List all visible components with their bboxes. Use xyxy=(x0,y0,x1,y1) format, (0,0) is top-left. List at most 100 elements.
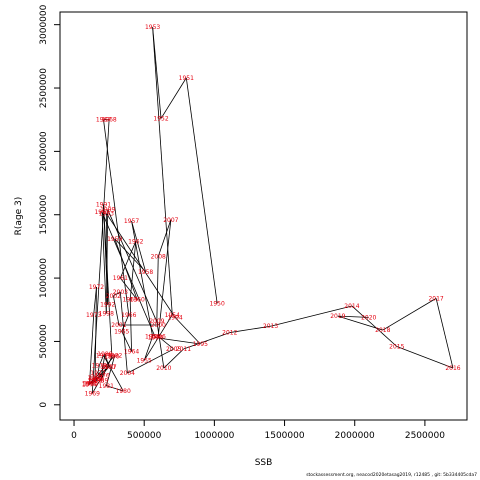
point-label-1974: 1974 xyxy=(82,382,97,389)
segment-1977-1978 xyxy=(97,365,100,374)
footnote: stockassessment.org, neacod2020etasag201… xyxy=(306,473,477,478)
y-axis-title: R(age 3) xyxy=(14,197,24,236)
segment-1950-1951 xyxy=(185,77,218,304)
point-label-2017: 2017 xyxy=(428,295,443,302)
segment-1963-1964 xyxy=(129,299,132,352)
segment-1989-1990 xyxy=(100,356,113,381)
segment-1973-1974 xyxy=(89,314,95,385)
segment-1972-1973 xyxy=(93,286,97,315)
x-tick-label: 500000 xyxy=(127,431,162,441)
point-label-1965: 1965 xyxy=(114,328,129,335)
point-label-1955: 1955 xyxy=(137,357,152,364)
point-label-1984: 1984 xyxy=(82,380,97,387)
point-label-2014: 2014 xyxy=(344,303,359,310)
point-label-1969: 1969 xyxy=(85,390,100,397)
x-tick-label: 2500000 xyxy=(405,431,445,441)
point-label-1967: 1967 xyxy=(96,117,111,124)
point-label-2004: 2004 xyxy=(120,370,135,377)
point-label-1978: 1978 xyxy=(92,363,107,370)
segment-2006-2007 xyxy=(157,219,172,337)
point-label-1996: 1996 xyxy=(148,335,163,342)
point-label-1961: 1961 xyxy=(113,275,128,282)
point-label-2010: 2010 xyxy=(156,365,171,372)
segment-2013-2014 xyxy=(270,305,353,327)
segment-2014-2015 xyxy=(351,305,398,347)
y-axis: 0 500000 1000000 1500000 2000000 2500000 30000… xyxy=(39,4,60,408)
point-label-2001: 2001 xyxy=(111,322,126,329)
segment-1955-1956 xyxy=(143,336,154,361)
segment-1968-1969 xyxy=(91,119,110,394)
segment-1953-1954 xyxy=(152,27,173,315)
point-label-2019: 2019 xyxy=(330,313,345,320)
point-label-1968: 1968 xyxy=(101,117,116,124)
segment-1983-1984 xyxy=(89,377,96,384)
segment-2016-2017 xyxy=(435,298,454,369)
point-label-1958: 1958 xyxy=(138,269,153,276)
segment-1995-1996 xyxy=(155,337,201,345)
segment-1985-1986 xyxy=(90,380,97,384)
segment-1978-1979 xyxy=(98,355,104,366)
point-label-2008: 2008 xyxy=(151,254,166,261)
segment-1998-1999 xyxy=(105,209,109,314)
segment-2001-2002 xyxy=(112,295,120,326)
segment-1956-1957 xyxy=(131,220,154,337)
point-label-2012: 2012 xyxy=(222,330,237,337)
y-tick-label: 2500000 xyxy=(39,68,49,108)
segment-1997-1998 xyxy=(101,212,107,314)
x-axis: 0 500000 1000000 1500000 2000000 2500000 xyxy=(71,420,445,441)
point-label-1970: 1970 xyxy=(100,364,115,371)
segment-1996-1997 xyxy=(101,212,156,338)
point-label-1973: 1973 xyxy=(86,312,101,319)
x-tick-label: 2000000 xyxy=(335,431,375,441)
segment-1986-1987 xyxy=(96,366,110,381)
segment-2003-2004 xyxy=(119,291,128,374)
point-label-1980: 1980 xyxy=(116,388,131,395)
segment-1971-1972 xyxy=(94,286,97,381)
point-label-1971: 1971 xyxy=(87,378,102,385)
segment-1988-1989 xyxy=(100,354,106,381)
point-label-1995: 1995 xyxy=(193,341,208,348)
point-label-1988: 1988 xyxy=(97,351,112,358)
point-label-1997: 1997 xyxy=(94,209,109,216)
x-tick-label: 1000000 xyxy=(194,431,234,441)
segment-2004-2005 xyxy=(127,348,174,374)
y-tick-label: 1500000 xyxy=(39,194,49,234)
point-label-1986: 1986 xyxy=(89,378,104,385)
point-label-1991: 1991 xyxy=(96,202,111,209)
trajectory-lines xyxy=(89,27,454,394)
point-label-1959: 1959 xyxy=(107,236,122,243)
segment-1994-1995 xyxy=(174,317,201,345)
point-label-1956: 1956 xyxy=(145,333,160,340)
segment-2018-2019 xyxy=(337,315,383,331)
point-label-1951: 1951 xyxy=(179,75,194,82)
point-label-1962: 1962 xyxy=(128,238,143,245)
point-label-1954: 1954 xyxy=(165,312,180,319)
point-label-1966: 1966 xyxy=(121,312,136,319)
point-label-1985: 1985 xyxy=(83,380,98,387)
y-tick-label: 500000 xyxy=(39,324,49,359)
point-label-1999: 1999 xyxy=(100,207,115,214)
segment-2012-2013 xyxy=(229,325,271,333)
segment-2011-2012 xyxy=(183,332,230,350)
point-label-1982: 1982 xyxy=(107,352,122,359)
segment-1993-1994 xyxy=(105,213,176,318)
x-axis-title: SSB xyxy=(255,458,273,468)
point-label-1990: 1990 xyxy=(104,354,119,361)
segment-1980-1981 xyxy=(106,385,124,392)
point-label-1972: 1972 xyxy=(89,284,104,291)
point-label-1998: 1998 xyxy=(99,311,114,318)
segment-2002-2003 xyxy=(113,291,121,297)
segment-1962-1963 xyxy=(129,241,137,300)
point-label-2018: 2018 xyxy=(375,327,390,334)
point-label-2013: 2013 xyxy=(263,323,278,330)
point-label-2016: 2016 xyxy=(445,365,460,372)
segment-1960-1961 xyxy=(120,277,138,300)
segment-1964-1965 xyxy=(121,331,132,352)
segment-1965-1966 xyxy=(121,314,130,332)
x-tick-label: 1500000 xyxy=(265,431,305,441)
segment-2009-2010 xyxy=(156,321,165,369)
segment-1979-1980 xyxy=(103,355,124,392)
x-tick-label: 0 xyxy=(71,431,77,441)
point-label-2009: 2009 xyxy=(149,318,164,325)
segment-1966-1967 xyxy=(103,119,130,315)
